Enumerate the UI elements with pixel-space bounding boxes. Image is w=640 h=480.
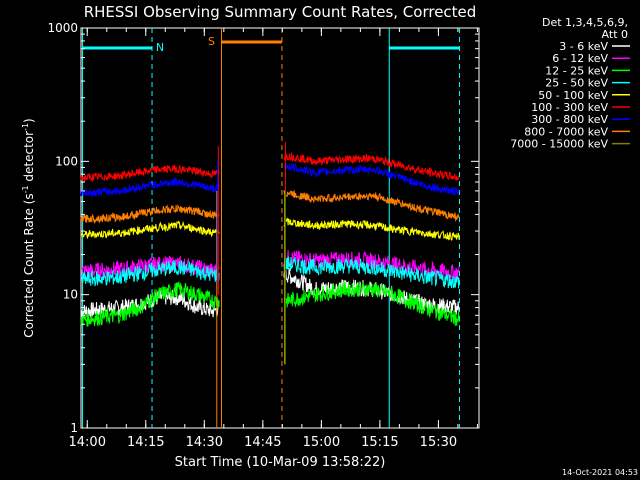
legend-label: 7000 - 15000 keV (510, 138, 608, 151)
legend-label: 6 - 12 keV (552, 52, 608, 65)
series-line (283, 217, 460, 241)
x-tick-label: 14:15 (127, 435, 164, 450)
y-axis: 1 10 100 1000 (47, 21, 479, 435)
state-band-label: N (156, 41, 164, 54)
x-tick-label: 14:00 (69, 435, 106, 450)
legend-label: 800 - 7000 keV (524, 125, 608, 138)
x-tick-label: 15:15 (361, 435, 398, 450)
series-line (283, 162, 460, 196)
y-axis-label: Corrected Count Rate (s-1 detector-1) (21, 118, 36, 337)
x-tick-label: 14:30 (186, 435, 223, 450)
state-band-label: S (208, 35, 215, 48)
series-line (283, 152, 460, 181)
legend-label: 50 - 100 keV (538, 89, 608, 102)
series-line (283, 256, 460, 289)
x-tick-label: 14:45 (244, 435, 281, 450)
y-tick-label: 10 (63, 288, 78, 302)
series-line (80, 260, 220, 287)
legend-label: 300 - 800 keV (531, 113, 608, 126)
legend-label: 12 - 25 keV (545, 64, 608, 77)
y-tick-label: 100 (55, 154, 78, 168)
y-tick-label: 1 (70, 421, 78, 435)
x-axis: 14:00 14:15 14:30 14:45 15:00 15:15 15:30 (69, 28, 478, 450)
legend-header-1: Det 1,3,4,5,6,9, (542, 16, 628, 29)
y-tick-label: 1000 (47, 21, 78, 35)
legend-label: 3 - 6 keV (559, 40, 608, 53)
series-line (80, 164, 220, 183)
x-axis-label: Start Time (10-Mar-09 13:58:22) (175, 455, 386, 470)
series-line (283, 189, 460, 222)
chart-title: RHESSI Observing Summary Count Rates, Co… (84, 3, 477, 21)
legend-label: 100 - 300 keV (531, 101, 608, 114)
x-tick-label: 15:30 (420, 435, 457, 450)
legend-header-2: Att 0 (602, 28, 628, 41)
series-line (283, 281, 460, 326)
series-line (80, 204, 220, 225)
legend-label: 25 - 50 keV (545, 77, 608, 90)
series-line (80, 281, 220, 327)
footer-date: 14-Oct-2021 04:53 (562, 468, 638, 477)
plot-frame (80, 27, 480, 429)
series-line (80, 176, 220, 198)
x-tick-label: 15:00 (303, 435, 340, 450)
series-line (80, 220, 220, 240)
